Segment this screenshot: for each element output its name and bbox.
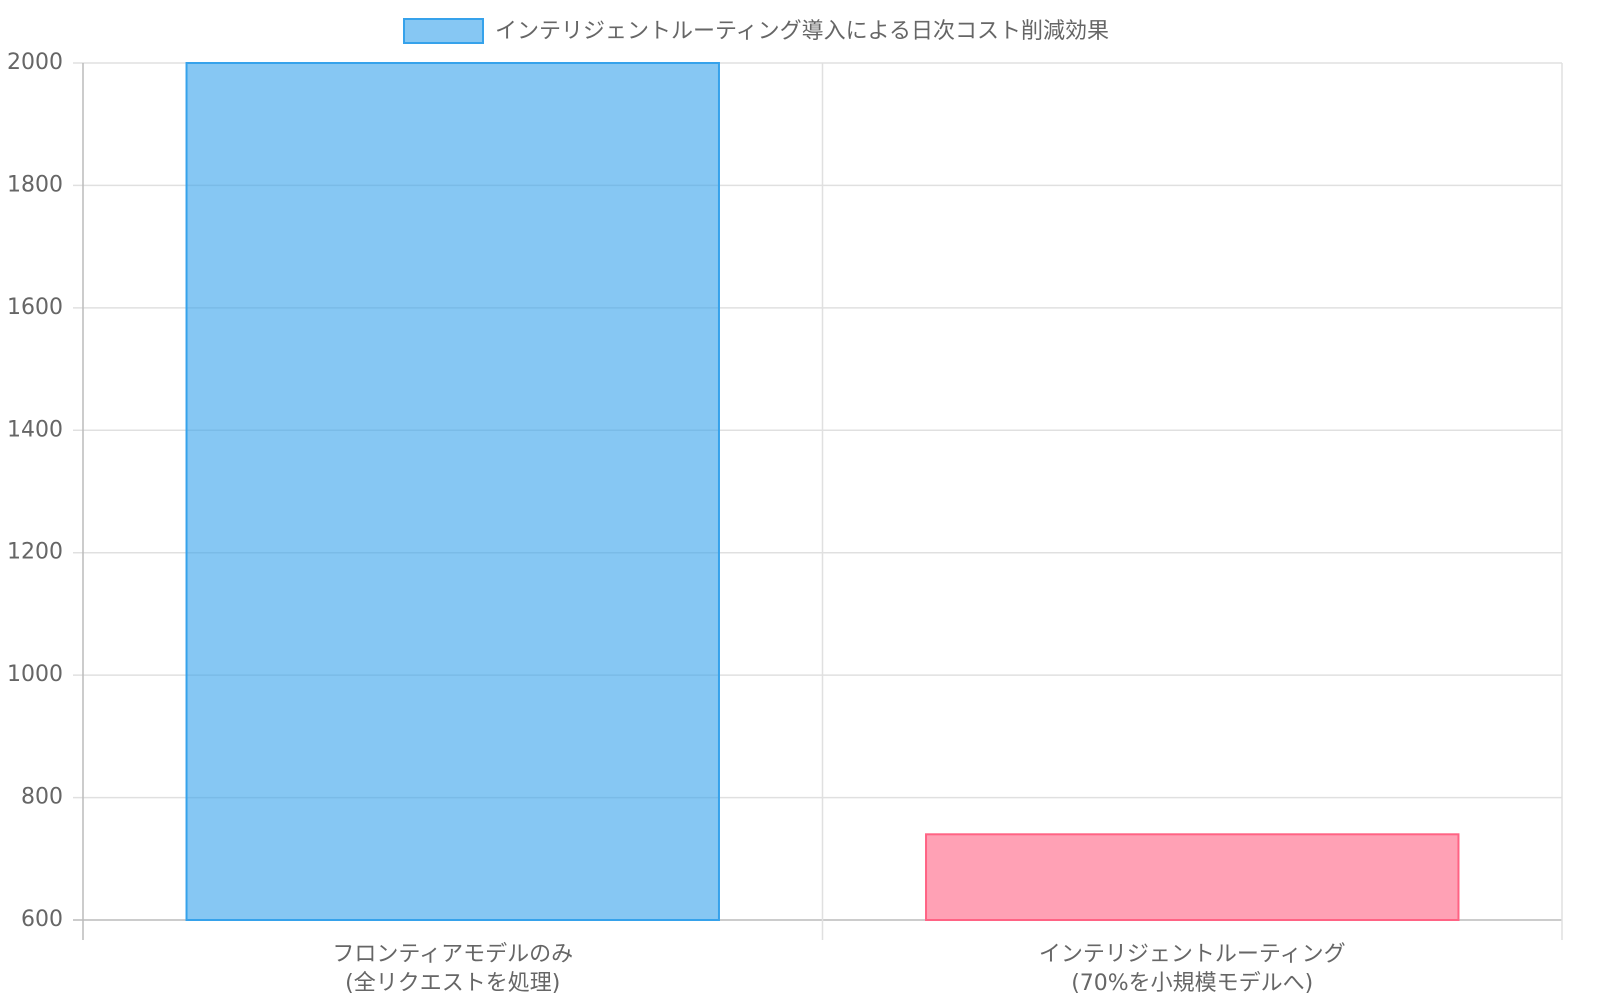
- x-tick-label: フロンティアモデルのみ: [332, 942, 573, 967]
- y-tick-label: 600: [21, 907, 63, 932]
- y-tick-label: 2000: [7, 50, 63, 75]
- y-tick-label: 1200: [7, 540, 63, 565]
- x-tick-label: (全リクエストを処理): [345, 971, 560, 996]
- y-tick-label: 1800: [7, 172, 63, 197]
- y-tick-label: 800: [21, 785, 63, 810]
- x-tick-label: インテリジェントルーティング: [1039, 942, 1346, 967]
- x-tick-label: (70%を小規模モデルへ): [1071, 971, 1313, 996]
- bar: [925, 833, 1460, 921]
- legend-label: インテリジェントルーティング導入による日次コスト削減効果: [495, 19, 1109, 44]
- bar: [185, 62, 720, 921]
- y-tick-label: 1400: [7, 417, 63, 442]
- legend-swatch: [403, 18, 484, 44]
- y-tick-label: 1600: [7, 295, 63, 320]
- y-tick-label: 1000: [7, 662, 63, 687]
